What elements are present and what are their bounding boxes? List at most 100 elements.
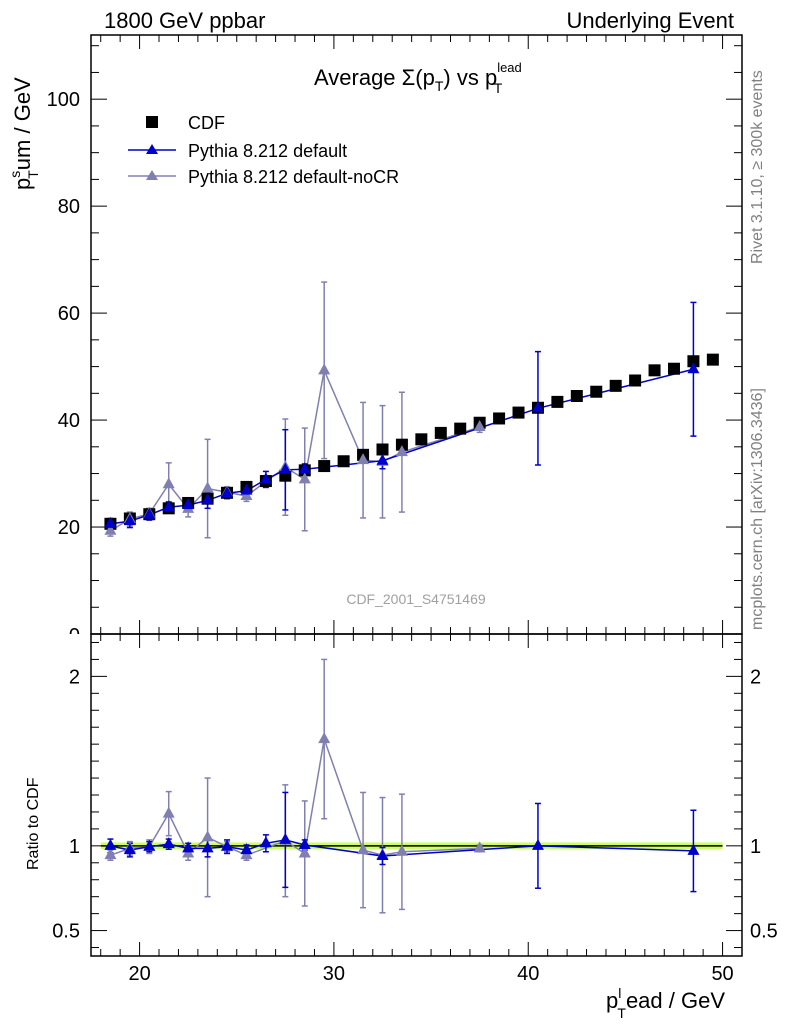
ratio-point-default [182, 841, 195, 853]
ratio-marks [104, 658, 700, 914]
data-point-cdf [590, 385, 603, 398]
data-point-cdf [376, 443, 389, 456]
y-tick-label-zero: 0 [69, 625, 80, 647]
y-tick-label: 100 [47, 89, 80, 111]
data-point-default [240, 483, 253, 495]
main-ticks: 20 40 60 80 100 0 [47, 35, 743, 647]
data-point-cdf [415, 433, 428, 446]
header-left: 1800 GeV ppbar [104, 8, 265, 33]
data-point-default [104, 516, 117, 528]
ratio-point-nocr [298, 846, 311, 858]
data-point-default [259, 472, 272, 484]
y-tick-label: 40 [58, 410, 80, 432]
ratio-band [100, 842, 723, 850]
y-tick-label: 20 [58, 517, 80, 539]
ratio-point-nocr [201, 830, 214, 842]
x-tick-label: 30 [323, 963, 345, 985]
ratio-point-nocr [357, 843, 370, 855]
data-point-default [687, 362, 700, 374]
data-point-cdf [629, 374, 642, 387]
data-point-nocr [395, 445, 408, 457]
ratio-point-default [259, 836, 272, 848]
ratio-point-default [279, 832, 292, 844]
ratio-line-nocr [110, 738, 480, 856]
data-point-cdf [395, 438, 408, 451]
ratio-y-tick-label: 0.5 [52, 921, 80, 943]
data-point-nocr [201, 481, 214, 493]
data-point-cdf [687, 355, 700, 368]
ratio-axis-title: Ratio to CDF [25, 777, 42, 870]
ratio-point-default [240, 843, 253, 855]
ratio-point-default [162, 837, 175, 849]
ratio-y-tick-label-right: 2 [750, 666, 761, 688]
ratio-point-default [221, 839, 234, 851]
data-point-nocr [357, 453, 370, 465]
header-side-bottom: mcplots.cern.ch [arXiv:1306.3436] [749, 388, 766, 630]
data-point-default [143, 507, 156, 519]
ratio-point-default [531, 838, 544, 850]
y-tick-label: 60 [58, 303, 80, 325]
data-point-default [123, 514, 136, 526]
x-axis-title: pl Tead / GeV [606, 985, 725, 1021]
data-point-nocr [298, 472, 311, 484]
y-tick-label: 80 [58, 196, 80, 218]
analysis-watermark: CDF_2001_S4751469 [346, 591, 486, 607]
ratio-y-tick-label: 1 [69, 836, 80, 858]
data-point-default [298, 462, 311, 474]
main-marks [104, 281, 719, 539]
plot-title: Average Σ(pT) vs plead T [314, 60, 522, 96]
legend-label-cdf: CDF [188, 113, 225, 133]
ratio-point-default [123, 843, 136, 855]
ratio-y-tick-label-right: 1 [750, 836, 761, 858]
ratio-point-default [143, 839, 156, 851]
data-point-cdf [667, 362, 680, 375]
legend: CDF Pythia 8.212 default Pythia 8.212 de… [128, 113, 399, 187]
data-point-cdf [434, 426, 447, 439]
data-point-cdf [337, 455, 350, 468]
ratio-point-nocr [395, 844, 408, 856]
ratio-point-nocr [318, 732, 331, 744]
legend-marker-default [146, 144, 158, 154]
ratio-plot-frame [90, 633, 743, 957]
data-point-cdf [454, 422, 467, 435]
ratio-point-nocr [162, 806, 175, 818]
legend-marker-cdf [146, 116, 158, 128]
data-point-cdf [609, 379, 622, 392]
data-point-nocr [473, 420, 486, 432]
legend-label-default: Pythia 8.212 default [188, 141, 347, 161]
data-point-default [182, 498, 195, 510]
data-point-default [221, 486, 234, 498]
data-point-cdf [570, 390, 583, 403]
data-point-cdf [551, 395, 564, 408]
data-point-default [376, 453, 389, 465]
data-point-nocr [104, 523, 117, 535]
data-point-nocr [162, 477, 175, 489]
data-point-cdf [648, 364, 661, 377]
ratio-y-tick-label: 2 [69, 666, 80, 688]
x-tick-label: 50 [711, 963, 733, 985]
ratio-point-nocr [473, 841, 486, 853]
x-tick-label: 40 [517, 963, 539, 985]
legend-marker-nocr [146, 170, 158, 180]
ratio-point-default [376, 849, 389, 861]
x-tick-label: 20 [128, 963, 150, 985]
data-point-nocr [318, 363, 331, 375]
ratio-point-default [104, 838, 117, 850]
ratio-point-default [687, 843, 700, 855]
ratio-point-nocr [104, 848, 117, 860]
data-point-default [531, 401, 544, 413]
data-point-default [162, 500, 175, 512]
ratio-y-tick-label-right: 0.5 [750, 921, 778, 943]
header-right: Underlying Event [566, 8, 734, 33]
data-point-cdf [706, 353, 719, 366]
data-point-cdf [512, 406, 525, 419]
data-point-default [279, 462, 292, 474]
ratio-ticks: 20 30 40 50 0.5 0.5 1 1 2 2 [52, 634, 778, 985]
data-point-cdf [493, 412, 506, 425]
ratio-point-default [298, 837, 311, 849]
legend-label-nocr: Pythia 8.212 default-noCR [188, 167, 399, 187]
y-axis-title: ps Tum / GeV [7, 77, 41, 190]
ratio-point-default [201, 841, 214, 853]
data-point-cdf [318, 460, 331, 473]
